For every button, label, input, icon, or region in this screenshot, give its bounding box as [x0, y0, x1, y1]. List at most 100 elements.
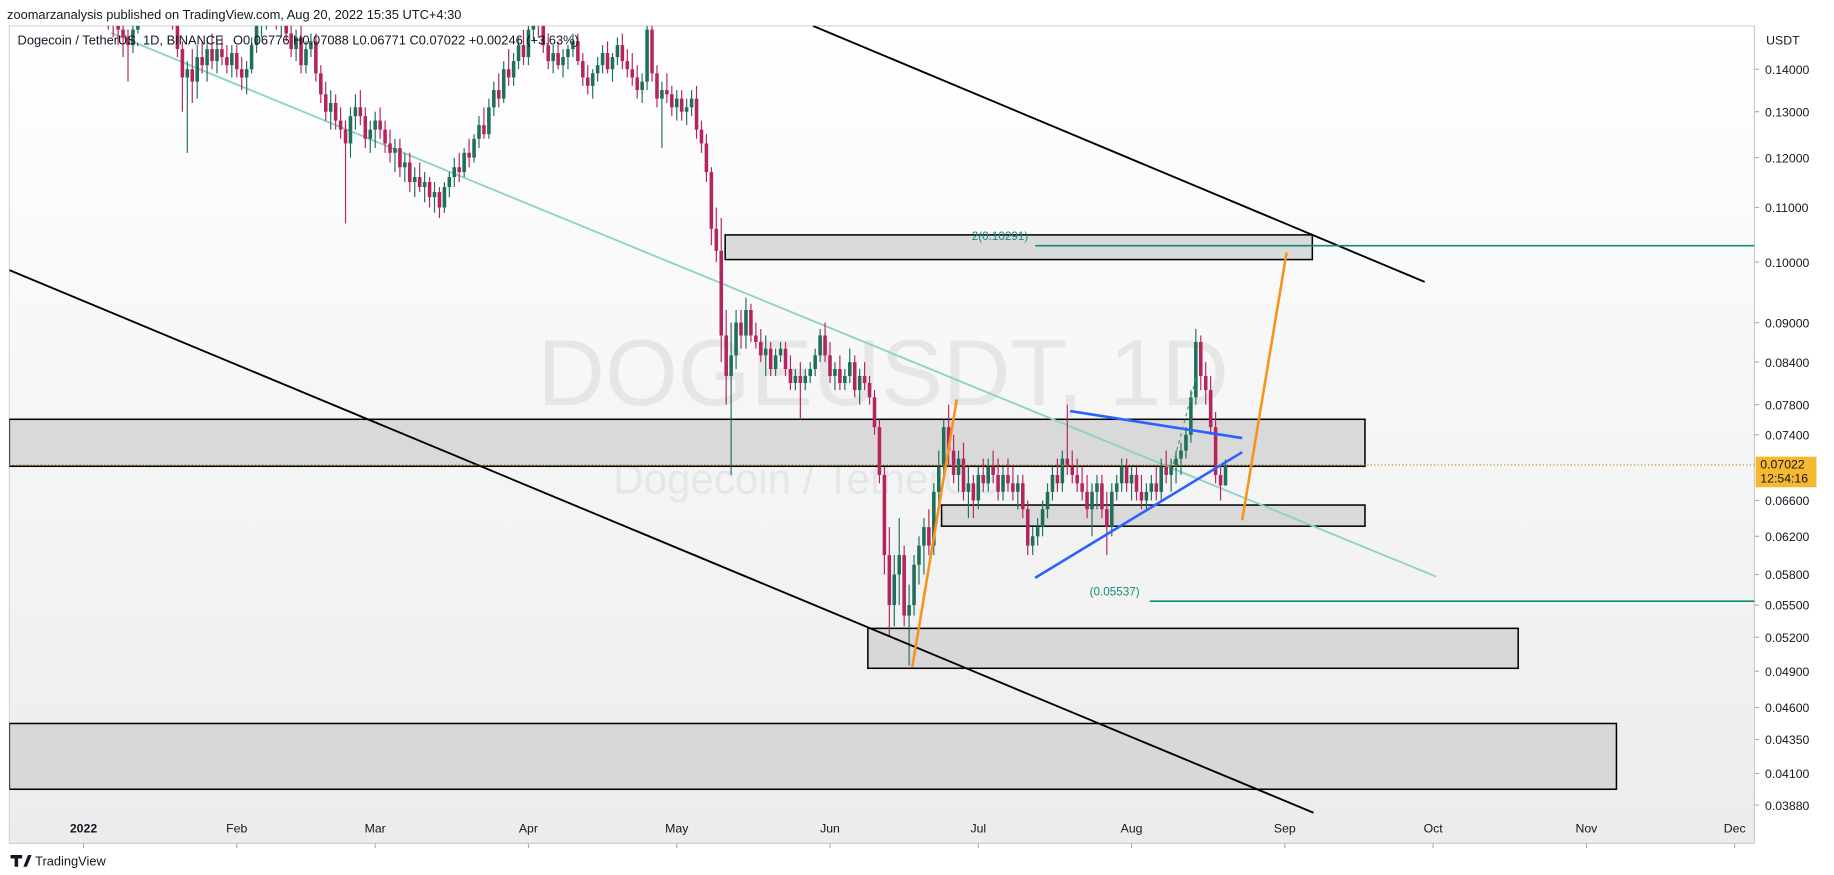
candle-body — [1065, 458, 1070, 467]
candle-body — [674, 98, 679, 108]
candle-body — [1090, 491, 1094, 510]
zone — [9, 722, 1618, 791]
candle-body — [665, 90, 669, 95]
candle-body — [788, 369, 793, 384]
x-tick-label: Jul — [970, 822, 986, 836]
x-tick-label: Jun — [820, 822, 840, 836]
candle-body — [259, 25, 264, 26]
candle-body — [1070, 466, 1075, 475]
y-tick-label: 0.12000 — [1765, 151, 1810, 165]
candle-body — [1060, 458, 1065, 484]
candle-body — [333, 102, 338, 121]
candle-body — [319, 73, 323, 95]
candle-body — [857, 375, 862, 391]
candle-body — [536, 25, 541, 26]
candle-body — [729, 355, 733, 376]
candle-body — [684, 107, 689, 112]
candle-body — [541, 25, 546, 46]
candle-body — [492, 90, 496, 108]
candle-body — [116, 25, 120, 30]
candle-body — [531, 25, 536, 30]
candle-body — [1080, 483, 1084, 492]
candle-body — [946, 427, 951, 451]
candle-body — [383, 129, 387, 144]
candle-body — [783, 348, 788, 370]
projection-line — [1240, 252, 1288, 521]
candle-body — [670, 94, 674, 108]
candle-body — [951, 450, 956, 475]
candle-body — [571, 41, 575, 50]
y-tick-label: 0.03880 — [1765, 799, 1810, 813]
triangle-line — [1034, 451, 1243, 579]
candle-body — [843, 375, 847, 384]
candle-body — [472, 138, 476, 158]
candle-body — [239, 69, 244, 78]
candle-body — [1223, 464, 1228, 486]
candle-body — [1045, 491, 1050, 510]
candle-body — [136, 25, 140, 30]
candle-body — [932, 491, 936, 546]
candle-body — [1203, 375, 1208, 391]
candle-body — [249, 45, 254, 70]
candle-body — [912, 564, 916, 606]
candle-body — [897, 555, 901, 575]
candle-body — [1139, 491, 1144, 501]
candle-body — [1011, 483, 1015, 492]
candle-body — [630, 69, 635, 78]
candle-body — [417, 177, 422, 188]
candle-body — [709, 172, 714, 229]
candle-body — [600, 53, 605, 66]
header: zoomarzanalysis published on TradingView… — [7, 7, 461, 22]
candle-body — [447, 177, 452, 188]
candle-body — [793, 375, 798, 384]
candle-body — [210, 49, 214, 62]
candle-body — [1164, 466, 1168, 475]
candle-body — [1119, 466, 1124, 484]
candle-body — [338, 120, 343, 130]
candle-body — [813, 355, 817, 370]
candle-body — [981, 474, 986, 484]
candle-body — [744, 309, 748, 336]
zone — [9, 418, 1366, 468]
candle-body — [956, 458, 961, 475]
candle-body — [739, 322, 743, 336]
candle-body — [546, 45, 550, 62]
candle-body — [1129, 474, 1134, 484]
candle-body — [1050, 474, 1055, 492]
y-tick-label: 0.05800 — [1765, 568, 1810, 582]
symbol-legend: Dogecoin / TetherUS, 1D, BINANCE O0.06776… — [18, 33, 579, 48]
candle-body — [195, 57, 199, 82]
candle-body — [1040, 509, 1045, 528]
candle-body — [759, 342, 763, 356]
candle-body — [1055, 474, 1060, 484]
candle-body — [1100, 483, 1104, 510]
candle-body — [432, 192, 437, 198]
candle-body — [581, 61, 585, 78]
channel-line — [9, 269, 1314, 814]
candle-body — [1179, 450, 1183, 459]
candle-body — [828, 355, 832, 376]
candle-body — [961, 458, 966, 492]
x-tick-label: Sep — [1274, 822, 1296, 836]
y-tick-label: 0.11000 — [1765, 201, 1809, 215]
candle-body — [699, 129, 704, 144]
candle-body — [442, 187, 447, 208]
candle-body — [635, 77, 639, 91]
candle-body — [566, 49, 570, 58]
y-tick-label: 0.04600 — [1765, 701, 1810, 715]
candle-body — [1075, 474, 1079, 484]
level-label: (0.05537) — [1090, 585, 1140, 598]
candle-body — [556, 53, 560, 66]
candle-body — [818, 335, 822, 356]
last-price-box — [1755, 456, 1817, 488]
candle-body — [126, 37, 130, 46]
candle-body — [922, 527, 926, 546]
candle-body — [892, 574, 897, 606]
candle-body — [511, 61, 516, 78]
candle-body — [986, 466, 990, 484]
candle-body — [872, 397, 877, 428]
candle-body — [1095, 483, 1099, 492]
candle-body — [467, 152, 471, 158]
